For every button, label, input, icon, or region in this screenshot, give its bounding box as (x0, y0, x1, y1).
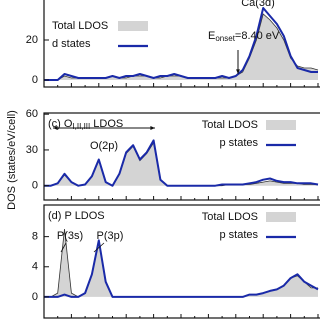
annotation-main: E (208, 30, 215, 42)
area-fill (44, 14, 318, 80)
legend-swatch (266, 120, 296, 130)
y-tick-label: 0 (32, 180, 38, 192)
annotation-leader (60, 242, 67, 253)
panel-title: (c) OI,II,III LDOS (48, 118, 123, 131)
y-axis-label: DOS (states/eV/cell) (6, 110, 18, 210)
frame (43, 204, 320, 319)
legend-swatch (266, 212, 296, 222)
y-tick-label: 4 (32, 261, 38, 273)
annotation: P(3p) (97, 230, 124, 242)
range-arrow-head (150, 126, 155, 130)
panel-title-main: (d) P LDOS (48, 210, 105, 222)
y-tick-label: 30 (26, 144, 38, 156)
annotation: P(3s) (57, 230, 83, 242)
annotation: Eonset=8.40 eV (208, 30, 280, 43)
legend-swatch (118, 21, 148, 31)
plot-area (44, 7, 319, 81)
annotation: O(2p) (90, 140, 118, 152)
onset-arrow-head (236, 69, 240, 74)
panel-title-rest: LDOS (90, 118, 123, 130)
legend-label: p states (219, 229, 258, 241)
legend-label: Total LDOS (202, 211, 258, 223)
annotation-sub: onset (215, 34, 235, 43)
panel-title: (d) P LDOS (48, 210, 105, 222)
panel-title-sub: I,II,III (72, 122, 90, 131)
area-outline (44, 229, 318, 298)
legend-label: Total LDOS (52, 20, 108, 32)
y-tick-label: 60 (26, 108, 38, 120)
frame (43, 112, 320, 201)
annotation-leader (93, 242, 105, 253)
plot-area (44, 139, 319, 187)
plot-area (44, 229, 319, 298)
panel-title-main: (c) O (48, 118, 73, 130)
y-tick-label: 8 (32, 231, 38, 243)
annotation-rest: =8.40 eV (235, 30, 280, 42)
y-tick-label: 20 (26, 34, 38, 46)
legend-label: p states (219, 137, 258, 149)
series-line (44, 139, 319, 187)
legend-label: d states (52, 38, 91, 50)
area-outline (44, 141, 318, 187)
area-fill (44, 229, 318, 297)
series-line (44, 7, 318, 81)
y-tick-label: 0 (32, 74, 38, 86)
y-tick-label: 0 (32, 291, 38, 303)
annotation: Ca(3d) (241, 0, 275, 9)
legend-label: Total LDOS (202, 119, 258, 131)
range-arrow-head (53, 126, 58, 130)
series-line (44, 239, 319, 298)
frame (43, 0, 320, 88)
area-fill (44, 142, 318, 186)
